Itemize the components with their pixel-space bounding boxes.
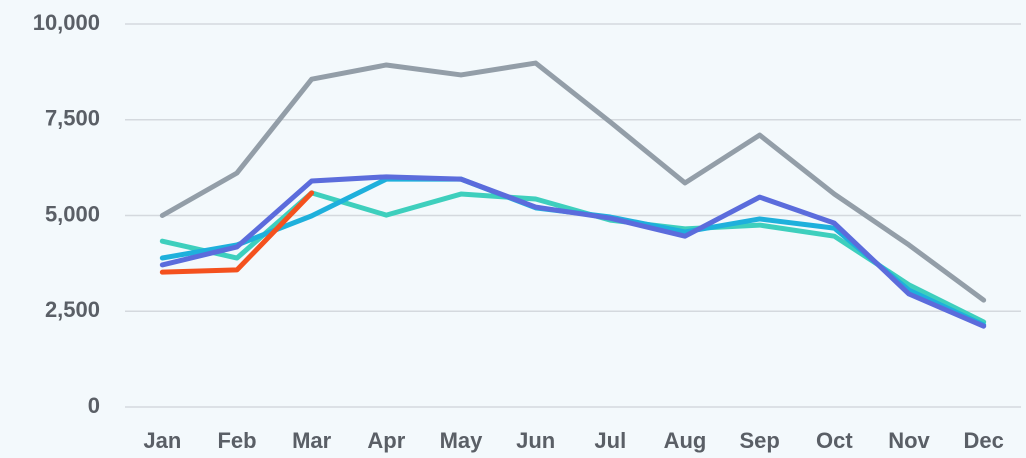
line (159, 174, 987, 329)
y-tick-label: 2,500 (45, 297, 100, 322)
x-tick-label: Feb (217, 428, 256, 453)
x-tick-label: Apr (367, 428, 405, 453)
x-tick-label: Jun (516, 428, 555, 453)
line (159, 190, 315, 275)
x-tick-label: Mar (292, 428, 332, 453)
line (159, 60, 987, 303)
y-tick-label: 10,000 (33, 10, 100, 35)
x-tick-label: May (440, 428, 484, 453)
x-tick-label: Nov (888, 428, 930, 453)
x-tick-label: Sep (739, 428, 779, 453)
x-tick-label: Jan (143, 428, 181, 453)
x-tick-label: Aug (664, 428, 707, 453)
y-tick-label: 7,500 (45, 106, 100, 131)
y-tick-label: 0 (88, 393, 100, 418)
x-tick-label: Dec (963, 428, 1003, 453)
x-tick-label: Jul (594, 428, 626, 453)
x-tick-label: Oct (816, 428, 853, 453)
y-tick-label: 5,000 (45, 201, 100, 226)
